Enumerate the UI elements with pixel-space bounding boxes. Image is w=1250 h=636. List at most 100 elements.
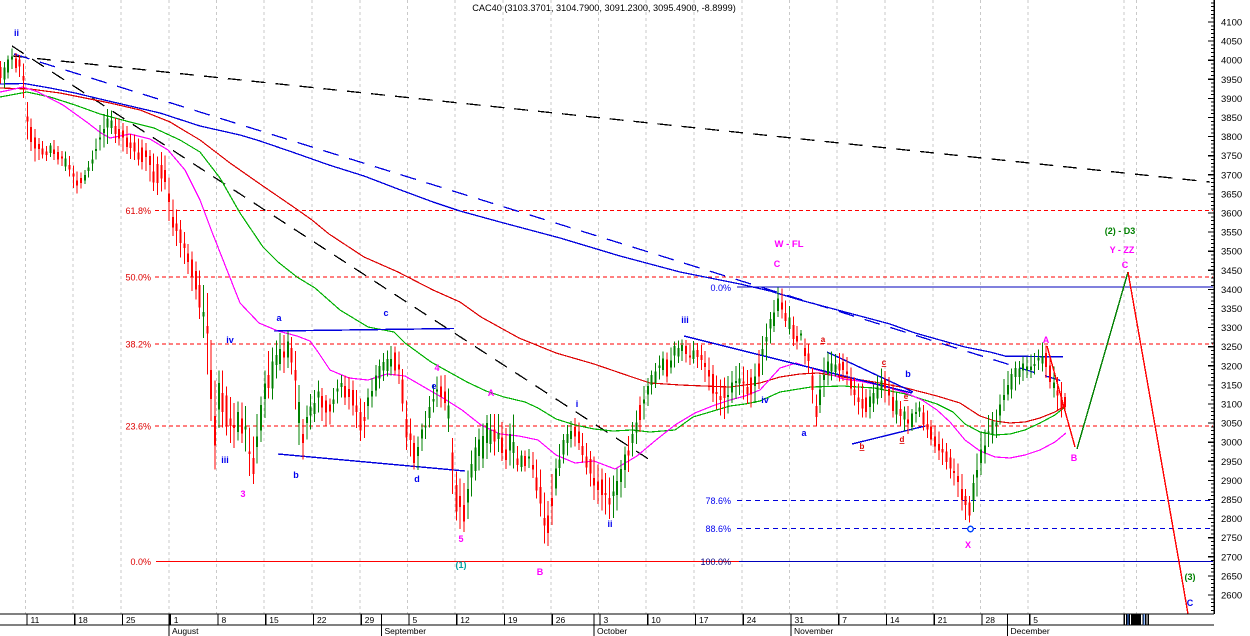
svg-text:December: December <box>1011 626 1050 636</box>
svg-text:14: 14 <box>890 615 900 625</box>
svg-text:5: 5 <box>413 615 418 625</box>
svg-text:ii: ii <box>607 519 612 529</box>
svg-text:3750: 3750 <box>1221 151 1242 162</box>
svg-text:100.0%: 100.0% <box>700 557 731 567</box>
svg-text:A: A <box>1043 335 1050 345</box>
svg-text:B: B <box>1071 453 1078 463</box>
svg-text:(2) - D3: (2) - D3 <box>1105 226 1136 236</box>
svg-text:C: C <box>1122 260 1129 270</box>
svg-text:2800: 2800 <box>1221 514 1242 525</box>
svg-text:88.6%: 88.6% <box>705 524 731 534</box>
svg-text:August: August <box>172 626 199 636</box>
svg-text:50.0%: 50.0% <box>125 273 151 283</box>
svg-text:3200: 3200 <box>1221 361 1242 372</box>
svg-text:iii: iii <box>221 455 229 465</box>
svg-text:c: c <box>882 358 887 367</box>
svg-text:61.8%: 61.8% <box>125 206 151 216</box>
svg-text:3450: 3450 <box>1221 266 1242 277</box>
svg-text:d: d <box>900 435 905 444</box>
svg-text:b: b <box>905 369 911 379</box>
svg-text:24: 24 <box>747 615 757 625</box>
svg-text:1: 1 <box>174 615 179 625</box>
svg-text:2850: 2850 <box>1221 495 1242 506</box>
svg-text:8: 8 <box>222 615 227 625</box>
svg-text:September: September <box>385 626 427 636</box>
svg-text:3350: 3350 <box>1221 304 1242 315</box>
svg-text:22: 22 <box>317 615 327 625</box>
svg-text:3800: 3800 <box>1221 132 1242 143</box>
svg-text:4050: 4050 <box>1221 37 1242 48</box>
svg-text:Y - ZZ: Y - ZZ <box>1110 245 1135 255</box>
svg-text:B: B <box>537 567 544 577</box>
svg-text:3300: 3300 <box>1221 323 1242 334</box>
svg-text:3400: 3400 <box>1221 285 1242 296</box>
svg-text:(1): (1) <box>456 560 467 570</box>
svg-text:3150: 3150 <box>1221 380 1242 391</box>
svg-text:C: C <box>774 259 781 269</box>
svg-text:26: 26 <box>556 615 566 625</box>
svg-text:3950: 3950 <box>1221 75 1242 86</box>
svg-text:2650: 2650 <box>1221 571 1242 582</box>
svg-text:3050: 3050 <box>1221 419 1242 430</box>
svg-text:X: X <box>965 540 971 550</box>
svg-text:3000: 3000 <box>1221 438 1242 449</box>
svg-text:5: 5 <box>458 534 463 544</box>
svg-text:A: A <box>488 388 495 398</box>
svg-text:28: 28 <box>986 615 996 625</box>
svg-text:19: 19 <box>508 615 518 625</box>
svg-text:iv: iv <box>226 335 234 345</box>
svg-text:10: 10 <box>651 615 661 625</box>
svg-text:21: 21 <box>938 615 948 625</box>
svg-text:4000: 4000 <box>1221 56 1242 67</box>
svg-text:18: 18 <box>78 615 88 625</box>
svg-text:i: i <box>576 399 579 409</box>
svg-text:17: 17 <box>699 615 709 625</box>
svg-text:2750: 2750 <box>1221 533 1242 544</box>
svg-text:November: November <box>794 626 833 636</box>
svg-text:e: e <box>431 381 436 391</box>
svg-text:3550: 3550 <box>1221 228 1242 239</box>
svg-text:2600: 2600 <box>1221 591 1242 602</box>
svg-text:a: a <box>821 335 826 344</box>
svg-text:12: 12 <box>460 615 470 625</box>
svg-text:31: 31 <box>795 615 805 625</box>
svg-text:3100: 3100 <box>1221 400 1242 411</box>
svg-text:25: 25 <box>126 615 136 625</box>
svg-text:0.0%: 0.0% <box>710 283 731 293</box>
svg-text:3900: 3900 <box>1221 94 1242 105</box>
svg-text:29: 29 <box>365 615 375 625</box>
svg-text:c: c <box>383 308 388 318</box>
svg-text:3700: 3700 <box>1221 170 1242 181</box>
svg-text:4100: 4100 <box>1221 18 1242 29</box>
svg-text:b: b <box>860 442 865 451</box>
svg-text:d: d <box>414 474 420 484</box>
svg-text:iv: iv <box>761 395 769 405</box>
svg-text:3: 3 <box>604 615 609 625</box>
svg-text:C: C <box>1187 598 1194 608</box>
svg-text:2700: 2700 <box>1221 552 1242 563</box>
svg-text:3500: 3500 <box>1221 247 1242 258</box>
svg-text:b: b <box>293 470 299 480</box>
svg-text:(3): (3) <box>1185 572 1196 582</box>
svg-text:15: 15 <box>269 615 279 625</box>
svg-text:iii: iii <box>681 315 689 325</box>
svg-text:October: October <box>597 626 627 636</box>
svg-text:3250: 3250 <box>1221 342 1242 353</box>
svg-text:7: 7 <box>842 615 847 625</box>
svg-text:CAC40 (3103.3701, 3104.7900, 3: CAC40 (3103.3701, 3104.7900, 3091.2300, … <box>472 3 736 13</box>
svg-text:2950: 2950 <box>1221 457 1242 468</box>
svg-text:3: 3 <box>240 489 245 499</box>
svg-text:5: 5 <box>1033 615 1038 625</box>
svg-text:78.6%: 78.6% <box>705 496 731 506</box>
svg-text:2900: 2900 <box>1221 476 1242 487</box>
svg-text:0.0%: 0.0% <box>130 557 151 567</box>
svg-text:11: 11 <box>31 615 40 625</box>
svg-text:23.6%: 23.6% <box>125 422 151 432</box>
svg-text:3600: 3600 <box>1221 209 1242 220</box>
svg-text:38.2%: 38.2% <box>125 340 151 350</box>
svg-text:3650: 3650 <box>1221 189 1242 200</box>
svg-text:ii: ii <box>14 28 19 38</box>
svg-text:3850: 3850 <box>1221 113 1242 124</box>
svg-text:4: 4 <box>434 363 439 373</box>
svg-text:a: a <box>801 428 807 438</box>
